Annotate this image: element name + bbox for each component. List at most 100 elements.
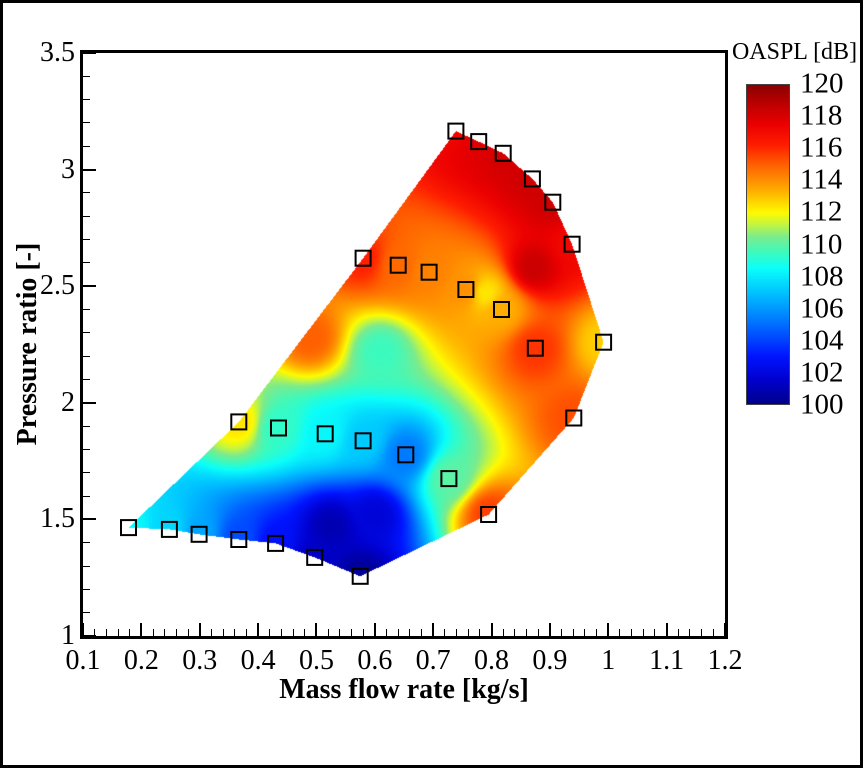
y-minor-tick: [83, 145, 90, 147]
x-major-tick: [82, 623, 84, 636]
x-tick-label: 0.5: [298, 645, 334, 676]
x-major-tick: [257, 623, 260, 636]
x-minor-tick: [409, 629, 411, 636]
data-point-marker: [354, 432, 372, 450]
x-tick-label: 0.9: [532, 645, 568, 676]
y-minor-tick: [83, 588, 90, 590]
x-minor-tick: [514, 629, 516, 636]
x-minor-tick: [631, 629, 633, 636]
x-minor-tick: [596, 629, 598, 636]
y-minor-tick: [83, 472, 90, 474]
data-point-marker: [270, 419, 287, 437]
y-minor-tick: [83, 215, 90, 217]
x-tick-label: 0.7: [415, 645, 451, 676]
x-major-tick: [724, 623, 726, 636]
x-minor-tick: [502, 629, 504, 636]
x-minor-tick: [350, 629, 352, 636]
x-tick-label: 0.2: [123, 645, 159, 676]
colorbar-tick-label: 106: [800, 292, 844, 325]
data-point-marker: [544, 193, 562, 211]
data-point-marker: [306, 548, 324, 566]
y-minor-tick: [83, 448, 90, 450]
data-point-marker: [120, 519, 137, 537]
colorbar-tick-label: 120: [800, 67, 844, 100]
data-point-marker: [565, 409, 583, 427]
x-minor-tick: [642, 629, 644, 636]
data-point-marker: [190, 525, 208, 543]
x-tick-label: 1: [601, 645, 616, 676]
x-minor-tick: [397, 629, 399, 636]
colorbar-title: OASPL [dB]: [731, 39, 858, 65]
y-minor-tick: [83, 425, 90, 427]
data-point-marker: [493, 301, 510, 318]
data-point-marker: [595, 333, 613, 351]
data-point-markers: [120, 122, 613, 585]
data-point-marker: [397, 446, 415, 464]
x-minor-tick: [187, 629, 189, 636]
colorbar-tick-label: 114: [800, 163, 843, 196]
y-minor-tick: [83, 309, 90, 311]
y-minor-tick: [83, 332, 90, 334]
y-minor-tick: [83, 122, 90, 124]
x-minor-tick: [327, 629, 329, 636]
x-minor-tick: [94, 629, 96, 636]
y-minor-tick: [83, 378, 90, 380]
data-point-marker: [523, 170, 541, 188]
y-tick-label: 3: [61, 153, 75, 185]
y-minor-tick: [83, 192, 90, 194]
x-minor-tick: [152, 629, 154, 636]
x-major-tick: [198, 623, 201, 636]
x-minor-tick: [362, 629, 364, 636]
x-minor-tick: [385, 629, 387, 636]
y-minor-tick: [83, 75, 90, 77]
x-minor-tick: [129, 629, 131, 636]
x-minor-tick: [654, 629, 656, 636]
colorbar-tick-label: 110: [800, 228, 843, 260]
x-minor-tick: [222, 629, 224, 636]
x-tick-label: 0.8: [474, 645, 510, 676]
y-minor-tick: [83, 99, 90, 101]
colorbar-tick-label: 112: [800, 195, 843, 228]
x-minor-tick: [701, 629, 703, 636]
x-minor-tick: [292, 629, 294, 636]
x-minor-tick: [689, 629, 691, 636]
data-point-marker: [480, 506, 498, 523]
x-minor-tick: [210, 629, 212, 636]
data-point-marker: [470, 133, 488, 151]
x-minor-tick: [280, 629, 282, 636]
x-tick-label: 0.1: [65, 645, 101, 676]
plot-area: [80, 50, 728, 639]
y-major-tick: [83, 401, 96, 404]
y-tick-label: 2: [61, 386, 75, 418]
x-tick-label: 0.3: [182, 645, 218, 676]
x-major-tick: [665, 623, 668, 636]
data-point-marker: [447, 122, 465, 140]
x-minor-tick: [572, 629, 574, 636]
x-tick-label: 0.6: [357, 645, 393, 676]
data-point-marker: [457, 281, 475, 298]
x-major-tick: [432, 623, 435, 636]
x-major-tick: [373, 623, 376, 636]
y-tick-label: 1: [61, 620, 75, 651]
colorbar-gradient: [746, 84, 790, 405]
x-minor-tick: [677, 629, 679, 636]
data-point-marker: [526, 339, 544, 357]
x-minor-tick: [269, 629, 271, 636]
data-point-marker: [230, 413, 248, 431]
x-minor-tick: [467, 629, 469, 636]
data-point-marker: [267, 534, 285, 552]
colorbar-tick-label: 116: [800, 131, 843, 164]
x-major-tick: [548, 623, 551, 636]
x-minor-tick: [105, 629, 107, 636]
y-minor-tick: [83, 239, 90, 241]
y-minor-tick: [83, 355, 90, 357]
x-minor-tick: [117, 629, 119, 636]
x-major-tick: [140, 623, 143, 636]
colorbar-tick-label: 104: [800, 324, 844, 357]
x-minor-tick: [164, 629, 166, 636]
x-major-tick: [315, 623, 318, 636]
x-tick-label: 1.2: [707, 645, 743, 676]
colorbar-tick-label: 118: [800, 99, 843, 132]
data-point-marker: [420, 263, 438, 281]
